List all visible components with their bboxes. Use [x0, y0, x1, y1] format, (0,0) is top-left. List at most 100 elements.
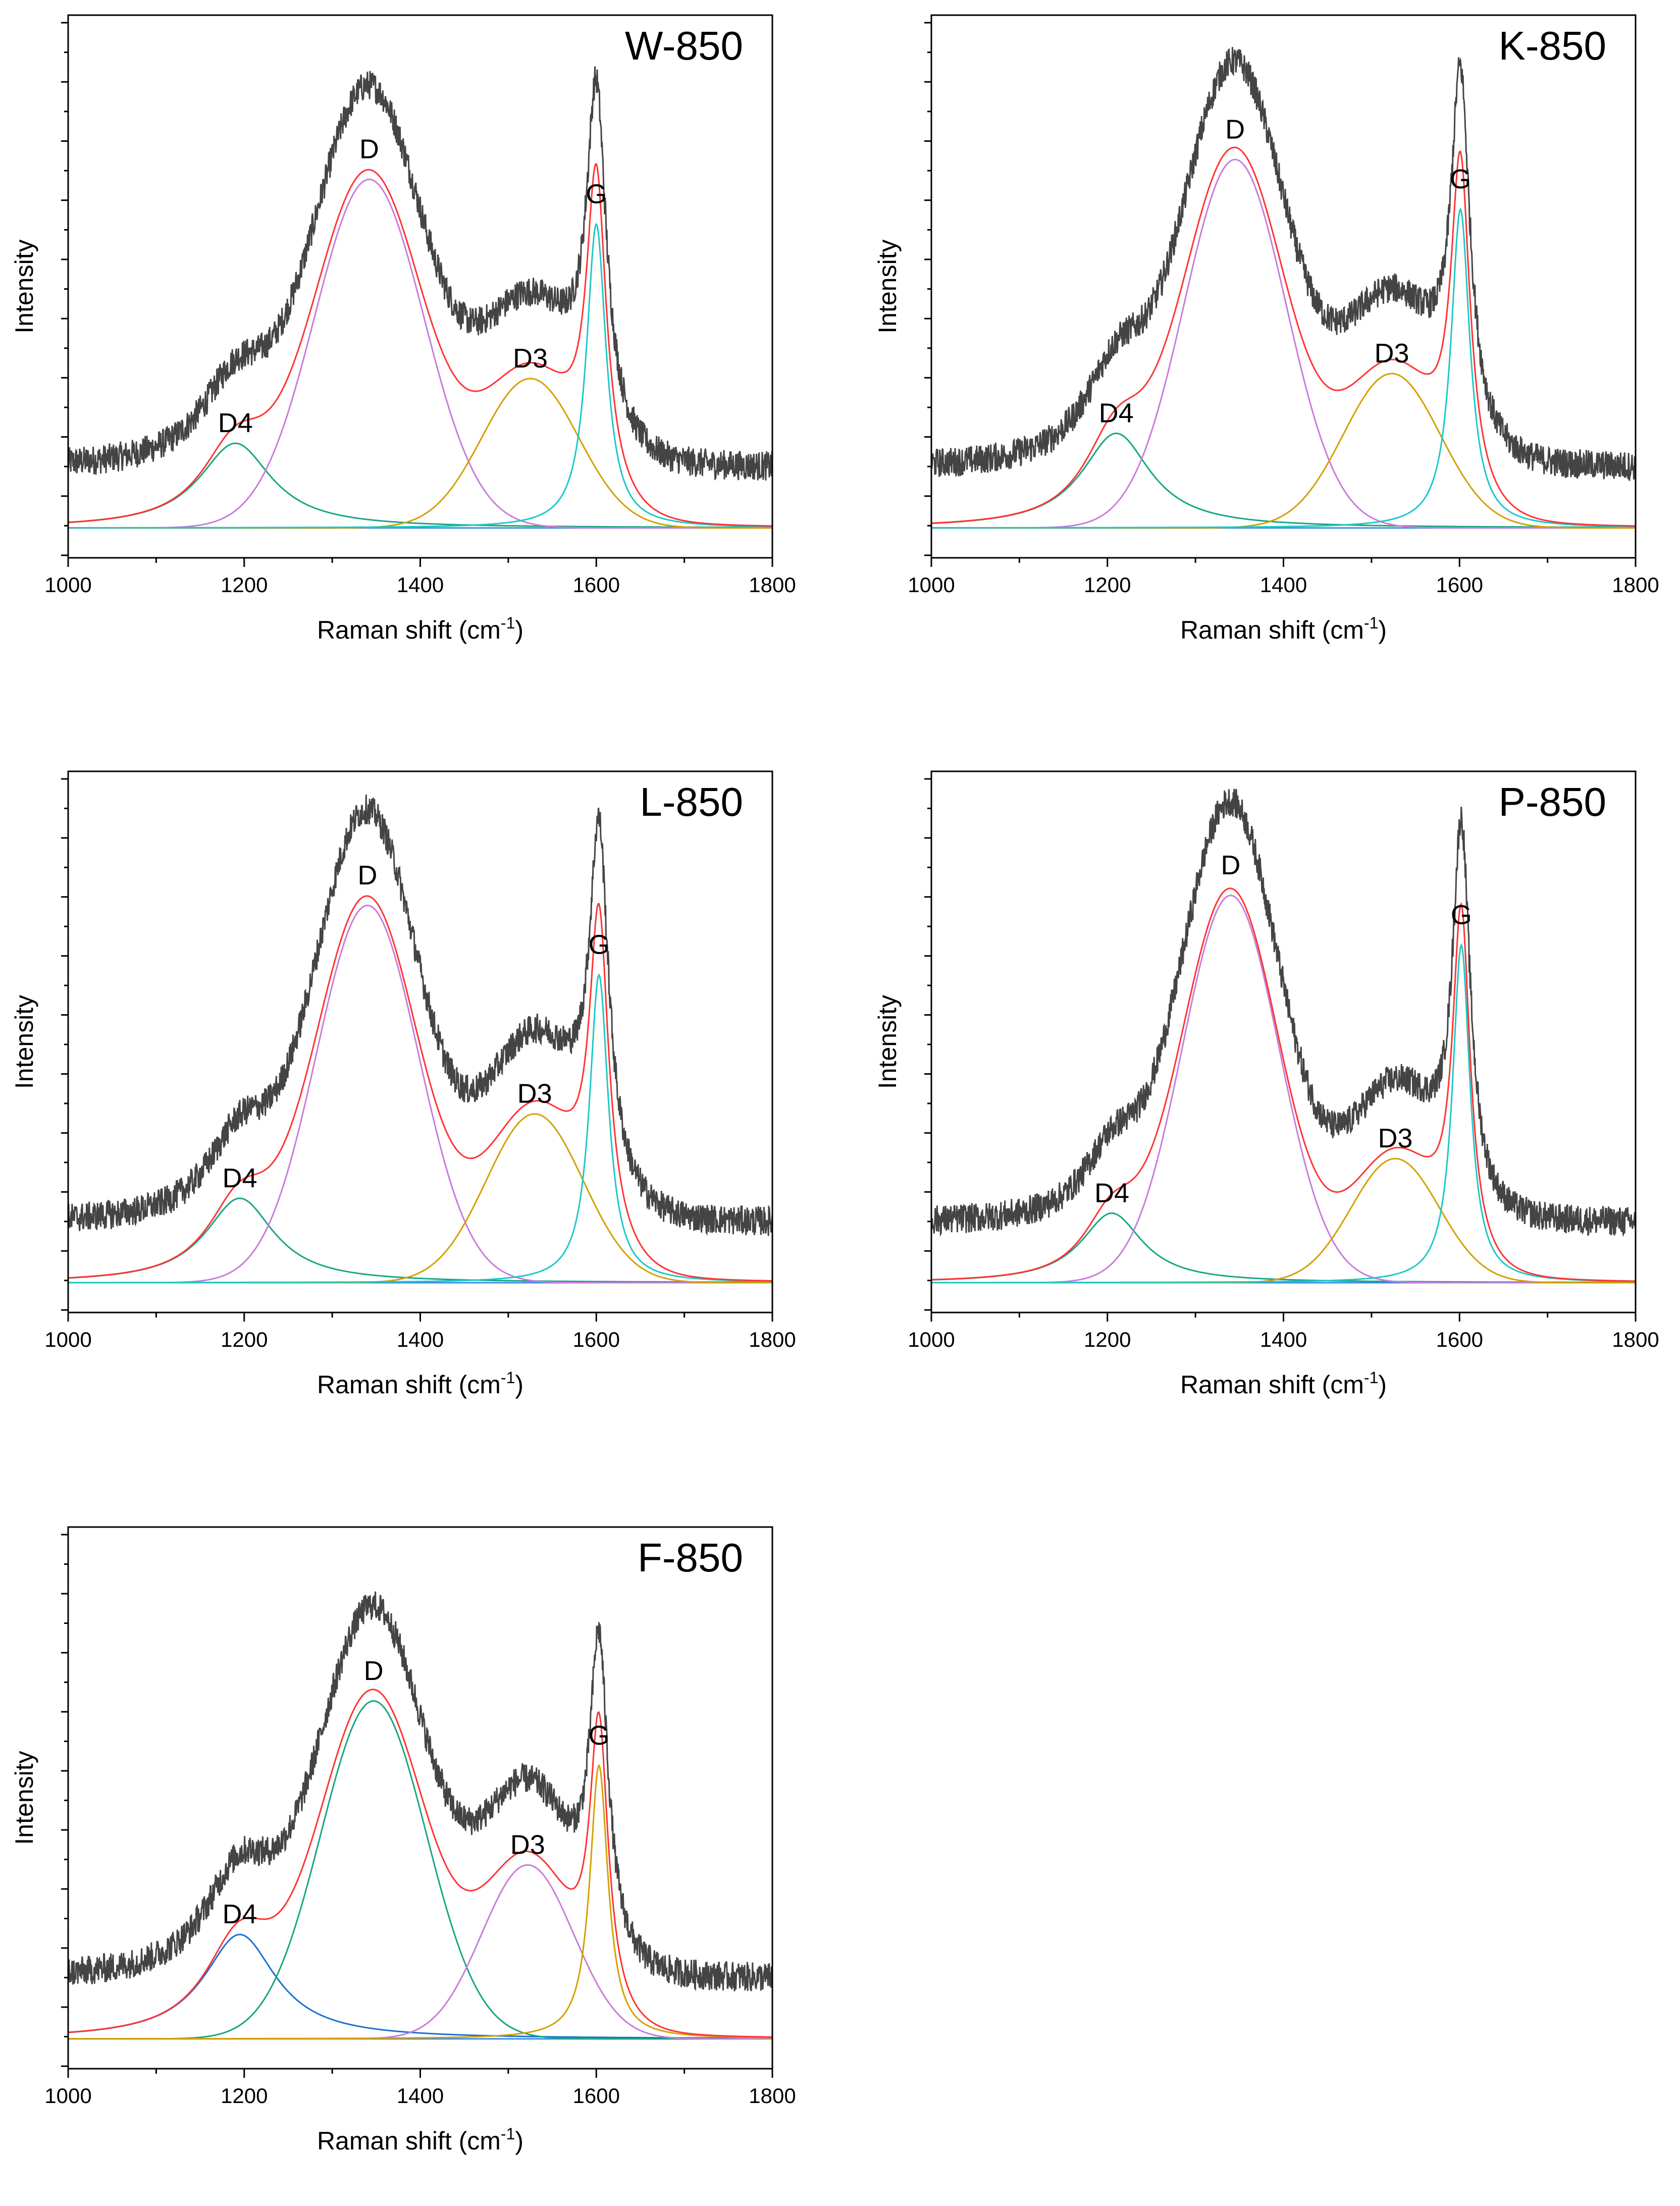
x-tick-label: 1600 [573, 1328, 620, 1351]
x-tick-label: 1800 [1612, 1328, 1659, 1351]
x-axis-title-end: ) [515, 1371, 523, 1399]
plot-frame [67, 770, 773, 1314]
fitted-sum-curve [68, 895, 772, 1282]
peak-g-curve [68, 973, 772, 1284]
y-axis-title: Intensity [10, 995, 38, 1089]
peak-label-d3: D3 [513, 343, 548, 374]
x-axis-title-main: Raman shift (cm [317, 2127, 501, 2155]
peak-d-curve [931, 895, 1636, 1284]
x-tick-label: 1800 [749, 1328, 796, 1351]
raw-spectrum-curve [931, 789, 1636, 1237]
peak-d-curve [68, 179, 772, 529]
peak-label-d3: D3 [517, 1079, 552, 1109]
x-axis-title-superscript: -1 [501, 614, 515, 632]
plot-frame [930, 770, 1637, 1314]
curves-l-850 [68, 795, 772, 1284]
x-tick-label: 1400 [397, 573, 444, 597]
x-tick-label: 1600 [1436, 1328, 1483, 1351]
x-tick-label: 1200 [221, 573, 268, 597]
plot-frame [930, 14, 1637, 559]
x-tick-label: 1400 [1260, 573, 1307, 597]
y-axis-title: Intensity [873, 239, 902, 333]
curves-k-850 [931, 47, 1636, 529]
panel-title: K-850 [1499, 23, 1606, 68]
y-axis-title: Intensity [873, 995, 902, 1089]
x-axis-title: Raman shift (cm-1) [317, 1369, 523, 1399]
x-axis-title: Raman shift (cm-1) [317, 2125, 523, 2155]
peak-label-d: D [1221, 850, 1240, 880]
panel-title: F-850 [638, 1535, 743, 1580]
x-axis-title-end: ) [515, 2127, 523, 2155]
peak-d4-curve [68, 442, 772, 529]
peak-label-d: D [359, 134, 379, 165]
x-tick-label: 1600 [573, 573, 620, 597]
x-tick-label: 1200 [221, 1328, 268, 1351]
x-tick-label: 1000 [908, 1328, 955, 1351]
panel-p-850: 1000 1200 1400 1600 1800 Intensity Raman shift… [873, 770, 1659, 1399]
x-tick-label: 1600 [573, 2084, 620, 2108]
peak-label-g: G [1450, 164, 1471, 194]
peak-label-d4: D4 [223, 1899, 257, 1929]
fitted-sum-curve [68, 163, 772, 527]
curves-w-850 [68, 66, 772, 529]
fitted-sum-curve [931, 146, 1636, 527]
x-axis-title-end: ) [1378, 1371, 1387, 1399]
peak-d4-curve [931, 1212, 1636, 1283]
x-tick-label: 1200 [221, 2084, 268, 2108]
y-axis-title: Intensity [10, 239, 38, 333]
peak-d3-curve [68, 1864, 772, 2040]
panel-title: W-850 [625, 23, 743, 68]
panel-title: L-850 [640, 779, 743, 824]
x-tick-label: 1200 [1084, 1328, 1131, 1351]
x-tick-label: 1400 [1260, 1328, 1307, 1351]
x-axis-title: Raman shift (cm-1) [317, 614, 523, 644]
peak-label-d3: D3 [1374, 338, 1409, 369]
raw-spectrum-curve [68, 795, 772, 1236]
fitted-sum-curve [68, 1689, 772, 2038]
x-tick-label: 1800 [749, 2084, 796, 2108]
peak-d-curve [931, 159, 1636, 529]
peak-label-g: G [586, 179, 607, 209]
x-axis-title: Raman shift (cm-1) [1180, 1369, 1387, 1399]
panel-l-850: 1000 1200 1400 1600 1800 Intensity Raman shift… [10, 770, 796, 1399]
x-axis-title-main: Raman shift (cm [1180, 1371, 1364, 1399]
raw-spectrum-curve [68, 66, 772, 481]
x-axis-title: Raman shift (cm-1) [1180, 614, 1387, 644]
x-tick-label: 1000 [44, 1328, 91, 1351]
peak-label-d4: D4 [1094, 1178, 1129, 1208]
raw-spectrum-curve [68, 1591, 772, 1991]
x-axis-title-superscript: -1 [501, 2125, 515, 2143]
x-axis-title-end: ) [515, 616, 523, 644]
curves-p-850 [931, 789, 1636, 1284]
curves-f-850 [68, 1591, 772, 2040]
panel-w-850: 1000 1200 1400 1600 1800 Intensity Raman shift… [10, 14, 796, 644]
raw-spectrum-curve [931, 47, 1636, 481]
fitted-sum-curve [931, 887, 1636, 1282]
peak-label-d3: D3 [510, 1829, 545, 1860]
peak-label-d: D [364, 1656, 384, 1686]
x-axis-title-end: ) [1378, 616, 1387, 644]
peak-label-d4: D4 [1099, 398, 1134, 428]
plot-frame [67, 1526, 773, 2070]
x-axis-title-main: Raman shift (cm [317, 1371, 501, 1399]
peak-g-curve [931, 207, 1636, 529]
x-axis-title-superscript: -1 [501, 1369, 515, 1387]
peak-label-d4: D4 [218, 408, 253, 438]
x-tick-label: 1000 [44, 2084, 91, 2108]
x-tick-label: 1800 [1612, 573, 1659, 597]
x-tick-label: 1400 [397, 1328, 444, 1351]
x-tick-label: 1400 [397, 2084, 444, 2108]
peak-label-g: G [588, 930, 609, 960]
peak-g-curve [68, 1764, 772, 2040]
peak-d-curve [68, 1700, 772, 2040]
panel-k-850: 1000 1200 1400 1600 1800 Intensity Raman shift… [873, 14, 1659, 644]
peak-label-g: G [588, 1720, 609, 1751]
panel-title: P-850 [1499, 779, 1606, 824]
x-tick-label: 1800 [749, 573, 796, 597]
peak-d4-curve [68, 1933, 772, 2039]
y-axis-title: Intensity [10, 1751, 38, 1845]
peak-g-curve [68, 222, 772, 529]
peak-label-g: G [1451, 900, 1472, 930]
x-tick-label: 1600 [1436, 573, 1483, 597]
